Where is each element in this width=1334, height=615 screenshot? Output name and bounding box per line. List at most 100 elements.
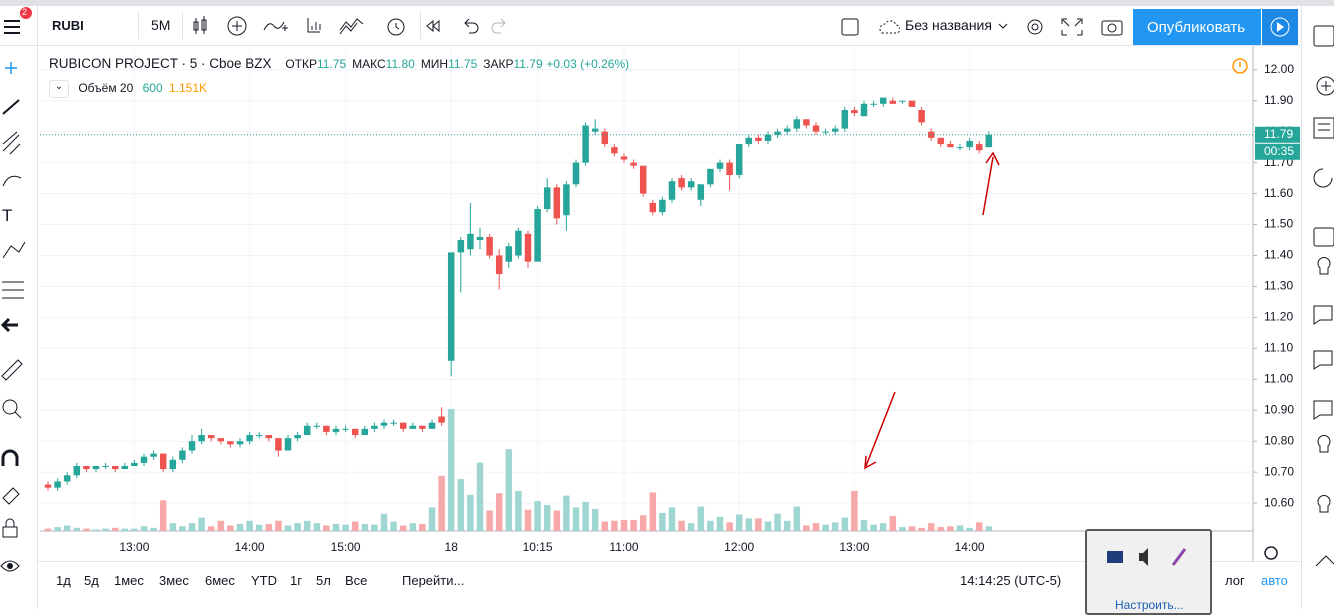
volume-bar bbox=[390, 521, 397, 531]
field-value: 11.75 bbox=[448, 57, 478, 71]
goto-button[interactable]: Перейти... bbox=[402, 573, 465, 588]
auto-toggle[interactable]: авто bbox=[1261, 573, 1288, 588]
candle-body bbox=[54, 481, 61, 488]
candle-body bbox=[217, 438, 225, 442]
toolbar-icons[interactable] bbox=[190, 14, 420, 38]
volume-bar bbox=[438, 475, 445, 531]
menu-button[interactable]: 2 bbox=[0, 6, 38, 45]
warning-icon[interactable] bbox=[1232, 58, 1248, 74]
countdown-label: 00:35 bbox=[1264, 144, 1294, 158]
range-button[interactable]: Все bbox=[345, 573, 368, 588]
candle-body bbox=[553, 187, 561, 219]
candle-body bbox=[966, 140, 973, 148]
publish-label[interactable]: Опубликовать bbox=[1147, 19, 1246, 36]
volume-bar bbox=[985, 526, 993, 531]
candle-body bbox=[332, 428, 340, 432]
volume-bar bbox=[198, 517, 205, 531]
menu-icon bbox=[4, 7, 32, 34]
candle-body bbox=[755, 137, 762, 141]
candle-body bbox=[649, 202, 657, 213]
volume-bar bbox=[495, 493, 503, 531]
candle-body bbox=[668, 181, 676, 200]
annotation-arrow bbox=[982, 151, 1000, 216]
volume-bar bbox=[707, 520, 714, 531]
volume-bar bbox=[246, 520, 253, 531]
left-toolbar: T bbox=[0, 46, 38, 609]
candle-body bbox=[975, 144, 983, 151]
candle-body bbox=[937, 137, 945, 145]
field-label: МИН bbox=[420, 57, 449, 71]
range-button[interactable]: 6мес bbox=[205, 573, 235, 588]
volume-bar bbox=[111, 527, 119, 531]
range-button[interactable]: 5л bbox=[316, 573, 331, 588]
collapse-button[interactable]: ⌄ bbox=[49, 80, 69, 98]
volume-bar bbox=[54, 527, 61, 531]
x-tick-label: 18 bbox=[445, 540, 459, 554]
candle-body bbox=[860, 103, 868, 117]
interval[interactable]: 5M bbox=[151, 17, 171, 33]
layout-name[interactable]: Без названия bbox=[905, 17, 992, 33]
volume-bar bbox=[591, 508, 599, 531]
candle-body bbox=[44, 484, 52, 488]
candle-body bbox=[284, 438, 292, 451]
volume-bar bbox=[92, 529, 100, 531]
play-button[interactable] bbox=[1262, 9, 1298, 45]
volume-bar bbox=[553, 510, 561, 531]
candle-body bbox=[313, 425, 321, 427]
range-button[interactable]: 3мес bbox=[159, 573, 189, 588]
settings-icons[interactable] bbox=[995, 16, 1125, 38]
notification-count: 2 bbox=[22, 7, 28, 17]
range-button[interactable]: 5д bbox=[84, 573, 99, 588]
x-tick-label: 13:00 bbox=[119, 540, 149, 554]
candle-body bbox=[822, 131, 829, 133]
candle-body bbox=[889, 100, 897, 104]
candle-body bbox=[92, 465, 100, 470]
volume-bar bbox=[851, 490, 858, 531]
settings-icon[interactable] bbox=[1264, 546, 1278, 560]
candle-body bbox=[783, 128, 791, 132]
publish-button[interactable]: Опубликовать bbox=[1133, 9, 1261, 45]
volume-bar bbox=[83, 528, 90, 531]
candle-body bbox=[255, 435, 263, 437]
range-button[interactable]: 1д bbox=[56, 573, 71, 588]
history-icons[interactable] bbox=[425, 14, 515, 38]
candle-body bbox=[956, 147, 964, 149]
candle-body bbox=[620, 156, 628, 160]
candle-body bbox=[611, 147, 618, 154]
volume-bar bbox=[323, 525, 330, 531]
chart-background bbox=[38, 46, 1300, 561]
volume-bar bbox=[745, 518, 753, 531]
volume-bar bbox=[755, 518, 762, 531]
volume-bar bbox=[678, 520, 685, 531]
candle-body bbox=[486, 236, 493, 256]
right-sidebar bbox=[1301, 6, 1334, 609]
candle-body bbox=[73, 465, 81, 476]
candle-body bbox=[687, 181, 695, 188]
volume-bar bbox=[150, 527, 157, 531]
candle-body bbox=[399, 422, 407, 429]
range-button[interactable]: 1мес bbox=[114, 573, 144, 588]
tray-settings[interactable]: Настроить... bbox=[1115, 598, 1184, 612]
candle-body bbox=[159, 453, 167, 470]
x-tick-label: 12:00 bbox=[724, 540, 754, 554]
candle-body bbox=[582, 125, 589, 163]
volume-bar bbox=[659, 512, 666, 531]
drawing-tools[interactable]: T bbox=[0, 46, 37, 609]
log-toggle[interactable]: лог bbox=[1225, 573, 1245, 588]
candle-body bbox=[265, 435, 273, 439]
sidebar-icons[interactable] bbox=[1302, 6, 1334, 609]
range-button[interactable]: 1г bbox=[290, 573, 302, 588]
symbol[interactable]: RUBI bbox=[52, 18, 84, 33]
volume-bar bbox=[899, 527, 906, 531]
candle-body bbox=[275, 438, 282, 451]
volume-bar bbox=[102, 528, 109, 531]
tray-icons[interactable] bbox=[1087, 531, 1210, 581]
countdown-box bbox=[1255, 143, 1300, 160]
volume-bar bbox=[822, 524, 829, 531]
candle-body bbox=[207, 435, 215, 439]
volume-bar bbox=[611, 520, 618, 531]
price-change: +0.03 (+0.26%) bbox=[546, 57, 630, 71]
range-button[interactable]: YTD bbox=[251, 573, 277, 588]
candle-body bbox=[419, 425, 426, 429]
layout-icons[interactable] bbox=[840, 16, 900, 38]
